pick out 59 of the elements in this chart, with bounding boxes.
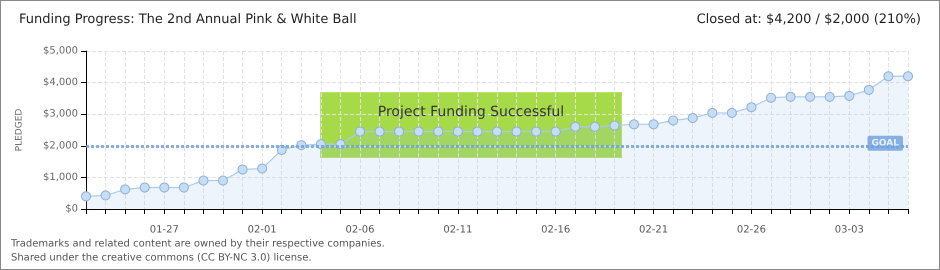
x-tick-label: 02-16 <box>541 224 570 236</box>
point <box>844 90 854 101</box>
ref-line-label: GOAL <box>872 138 900 148</box>
x-tick-label: 02-06 <box>345 224 375 236</box>
point <box>883 71 894 82</box>
y-tick-label: $4,000 <box>43 77 78 88</box>
x-tick-label: 02-26 <box>736 224 766 236</box>
point <box>414 126 424 137</box>
point <box>668 116 678 126</box>
y-tick-label: $1,000 <box>43 172 78 183</box>
point <box>394 126 404 137</box>
point <box>570 122 580 132</box>
point <box>81 191 91 202</box>
point <box>531 126 542 137</box>
point <box>472 126 482 137</box>
point <box>726 108 737 118</box>
x-tick-label: 03-03 <box>834 224 864 236</box>
y-tick-label: $3,000 <box>43 108 78 120</box>
point <box>766 92 776 103</box>
x-tick-label: 02-21 <box>639 224 668 236</box>
point <box>433 126 444 137</box>
point <box>218 176 228 186</box>
x-tick-label: 01-27 <box>150 224 179 236</box>
point <box>609 120 620 131</box>
point <box>238 164 248 174</box>
point <box>805 92 816 102</box>
point <box>707 108 718 118</box>
point <box>688 112 698 123</box>
x-tick-label: 02-01 <box>248 224 277 236</box>
point <box>100 190 111 200</box>
text: Shared under the creative commons (CC BY-NC 3.0) license. <box>11 252 312 264</box>
y-axis-title: PLEDGED <box>14 108 24 152</box>
chart-title: Funding Progress: The 2nd Annual Pink & White Ball <box>19 12 357 27</box>
text: Trademarks and related content are owned by their respective companies. <box>10 238 385 250</box>
point <box>590 122 600 132</box>
x-tick-label: 02-11 <box>443 224 472 236</box>
y-tick-label: $5,000 <box>43 46 78 56</box>
chart-subtitle: Closed at: $4,200 / $2,000 (210%) <box>696 12 922 27</box>
point <box>159 182 170 193</box>
y-tick-label: $0 <box>65 204 78 214</box>
point <box>355 126 365 137</box>
point <box>824 92 835 102</box>
point <box>864 84 874 95</box>
y-tick-label: $2,000 <box>43 140 78 152</box>
point <box>452 126 463 137</box>
point <box>629 119 639 130</box>
point <box>492 126 502 137</box>
point <box>786 92 796 102</box>
point <box>550 126 561 137</box>
point <box>198 176 208 186</box>
point <box>746 102 756 112</box>
point <box>140 182 150 193</box>
point <box>178 182 189 193</box>
point <box>512 126 522 137</box>
point <box>903 71 913 82</box>
point <box>257 164 268 174</box>
point <box>374 126 385 137</box>
point <box>120 184 130 194</box>
point <box>648 119 659 130</box>
